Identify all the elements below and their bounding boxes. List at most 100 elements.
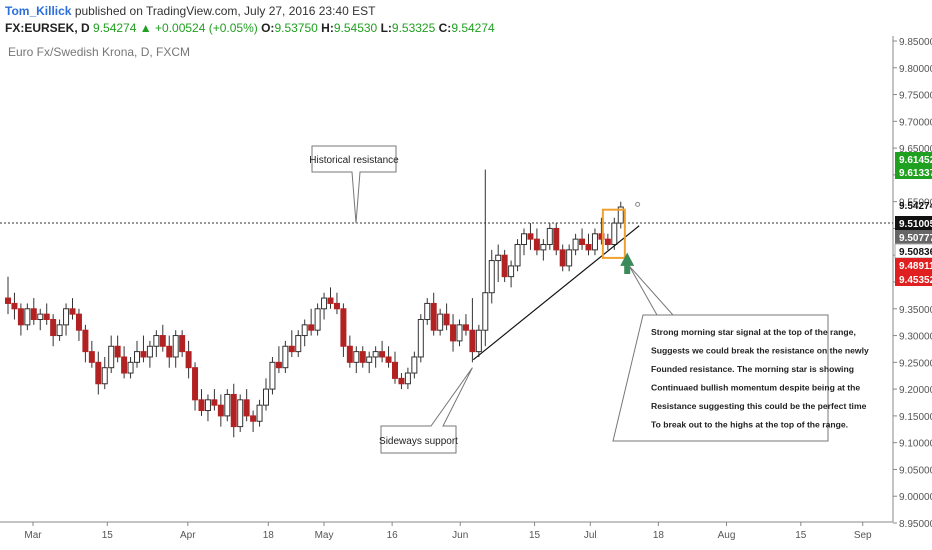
y-tick-label: 9.75000 [899,91,932,102]
chart-title: Euro Fx/Swedish Krona, D, FXCM [8,45,190,59]
candle-body [327,297,334,304]
candle-body [95,361,102,385]
close-value: 9.54274 [451,21,495,35]
candle-body [462,324,469,331]
candle-body [159,335,166,347]
candle-body [591,233,598,251]
candle-body [224,393,231,417]
candle-body [288,345,295,353]
x-tick-label: Jul [584,530,597,541]
candle-body [430,302,437,331]
candle-body [121,356,128,374]
candle-body [43,313,50,320]
candle-body [179,335,186,353]
candle-body [146,345,153,358]
marker-dot [635,201,641,207]
x-tick-label: 18 [263,530,275,541]
candle-body [508,265,515,278]
y-tick-label: 9.55000 [899,198,932,209]
candle-body [450,324,457,342]
callout-label: Sideways support [379,436,458,447]
candle-body [69,308,76,315]
y-tick-label: 9.70000 [899,117,932,128]
publish-info: Tom_Killick published on TradingView.com… [5,4,375,18]
x-tick-label: 16 [387,530,399,541]
y-tick-label: 9.20000 [899,385,932,396]
low-value: 9.53325 [391,21,436,35]
y-tick-label: 9.05000 [899,465,932,476]
candle-body [604,238,611,246]
y-tick-label: 9.65000 [899,144,932,155]
publish-text: published on TradingView.com, July 27, 2… [74,4,376,18]
price-chart[interactable]: Euro Fx/Swedish Krona, D, FXCM 9.85000 9.8… [0,36,932,550]
candle-body [211,399,218,406]
candle-body [166,345,173,358]
chart-area[interactable]: Euro Fx/Swedish Krona, D, FXCM 9.85000 9.8… [0,36,932,550]
low-label: L: [380,21,392,35]
candle-body [237,399,244,428]
candle-body [230,393,237,428]
candle-body [37,313,44,320]
high-value: 9.54530 [333,21,378,35]
candle-body [340,308,347,347]
candle-body [417,318,424,358]
price-change: +0.00524 (+0.05%) [155,21,258,35]
candle-body [495,254,502,262]
candle-body [108,345,115,369]
author-link[interactable]: Tom_Killick [5,4,72,18]
candle-body [553,227,560,251]
x-tick-label: 15 [795,530,807,541]
candle-body [321,297,328,310]
candle-body [185,351,192,369]
price-label: 9.61452 [899,155,932,166]
candle-body [275,361,282,369]
candle-body [475,329,482,353]
candle-body [379,351,386,358]
candle-body [217,404,224,417]
y-tick-label: 9.15000 [899,412,932,423]
candle-body [140,351,147,358]
x-tick-label: Mar [24,530,42,541]
candle-body [314,308,321,331]
candle-body [301,324,308,337]
y-tick-label: 9.10000 [899,439,932,450]
close-label: C: [438,21,452,35]
candle-body [559,249,566,267]
callout-sideways-support [380,367,473,454]
y-tick-label: 9.30000 [899,332,932,343]
candle-body [82,329,89,353]
candle-body [88,351,95,363]
candle-body [250,415,257,422]
candle-body [398,377,405,385]
y-tick-label: 9.35000 [899,305,932,316]
candle-body [333,302,340,310]
candle-body [256,404,263,422]
candle-body [579,238,586,246]
candle-body [269,361,276,390]
price-label-box [895,152,932,166]
candle-body [392,361,398,379]
candle-body [521,233,527,246]
callout-text-line: To break out to the highs at the top of … [651,420,848,430]
callout-text-line: Strong morning star signal at the top of… [651,327,856,337]
candle-body [198,399,205,412]
candle-body [611,222,618,246]
candle-body [482,292,489,331]
candle-body [30,308,37,320]
callout-text-line: Resistance suggesting this could be the … [651,401,867,411]
candle-body [192,367,199,401]
open-label: O: [261,21,275,35]
x-tick-label: 15 [529,530,541,541]
price-label: 9.48911 [899,261,932,272]
x-tick-label: 18 [653,530,665,541]
price-label-box [895,258,932,272]
candle-body [456,324,463,342]
candle-body [127,361,134,374]
candle-body [598,233,605,240]
candle-body [11,302,18,310]
callout-text-line: Suggests we could break the resistance o… [651,346,869,356]
symbol-label[interactable]: FX:EURSEK, D [5,21,90,35]
up-arrow-icon [620,252,635,274]
open-value: 9.53750 [274,21,318,35]
morning-star-box [601,208,626,259]
